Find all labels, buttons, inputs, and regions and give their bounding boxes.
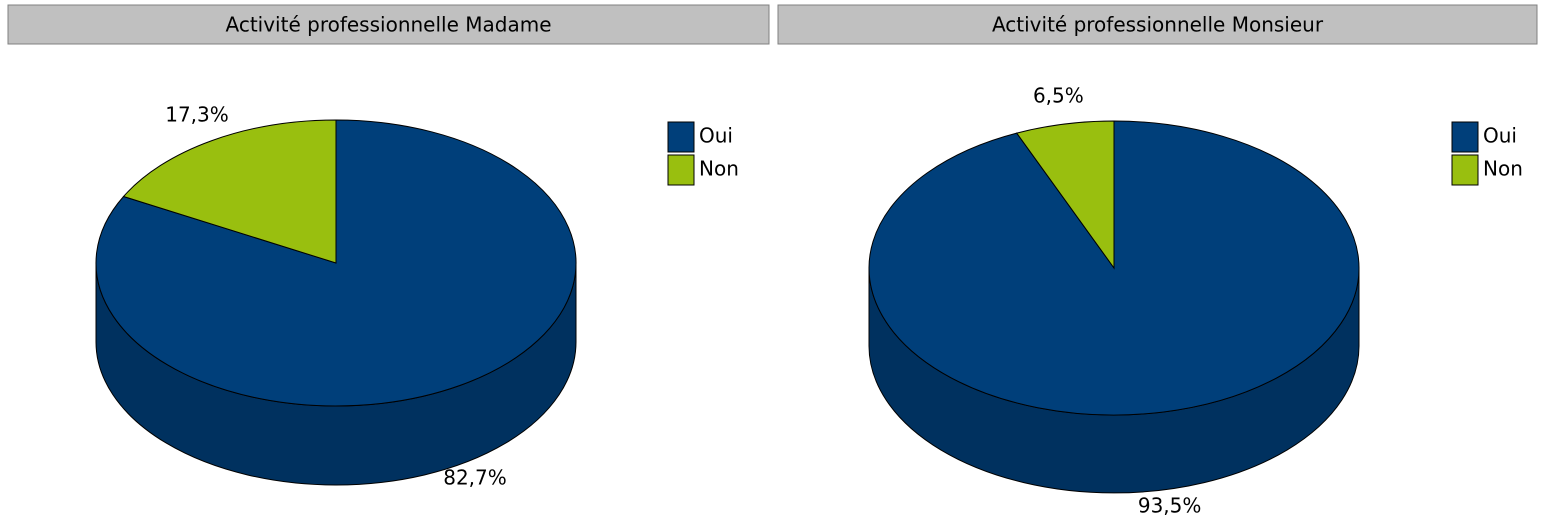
legend-label: Non: [1483, 157, 1523, 181]
chart-title: Activité professionnelle Monsieur: [992, 13, 1324, 37]
pie-slice: [1015, 120, 1115, 270]
data-label: 6,5%: [1033, 83, 1084, 107]
chart-title: Activité professionnelle Madame: [226, 13, 552, 37]
legend-label: Non: [699, 157, 739, 181]
data-label: 17,3%: [165, 102, 229, 126]
legend-label: Oui: [1483, 124, 1517, 148]
data-label: 82,7%: [443, 466, 507, 490]
pie-slice: [122, 119, 337, 264]
legend-swatch: [1451, 154, 1479, 186]
title-bar: [777, 4, 1538, 45]
title-bar: [7, 4, 770, 45]
legend-swatch: [667, 121, 695, 153]
pie-slice: [95, 119, 577, 407]
legend-swatch: [667, 154, 695, 186]
data-label: 93,5%: [1138, 494, 1202, 518]
legend-swatch: [1451, 121, 1479, 153]
legend-label: Oui: [699, 124, 733, 148]
